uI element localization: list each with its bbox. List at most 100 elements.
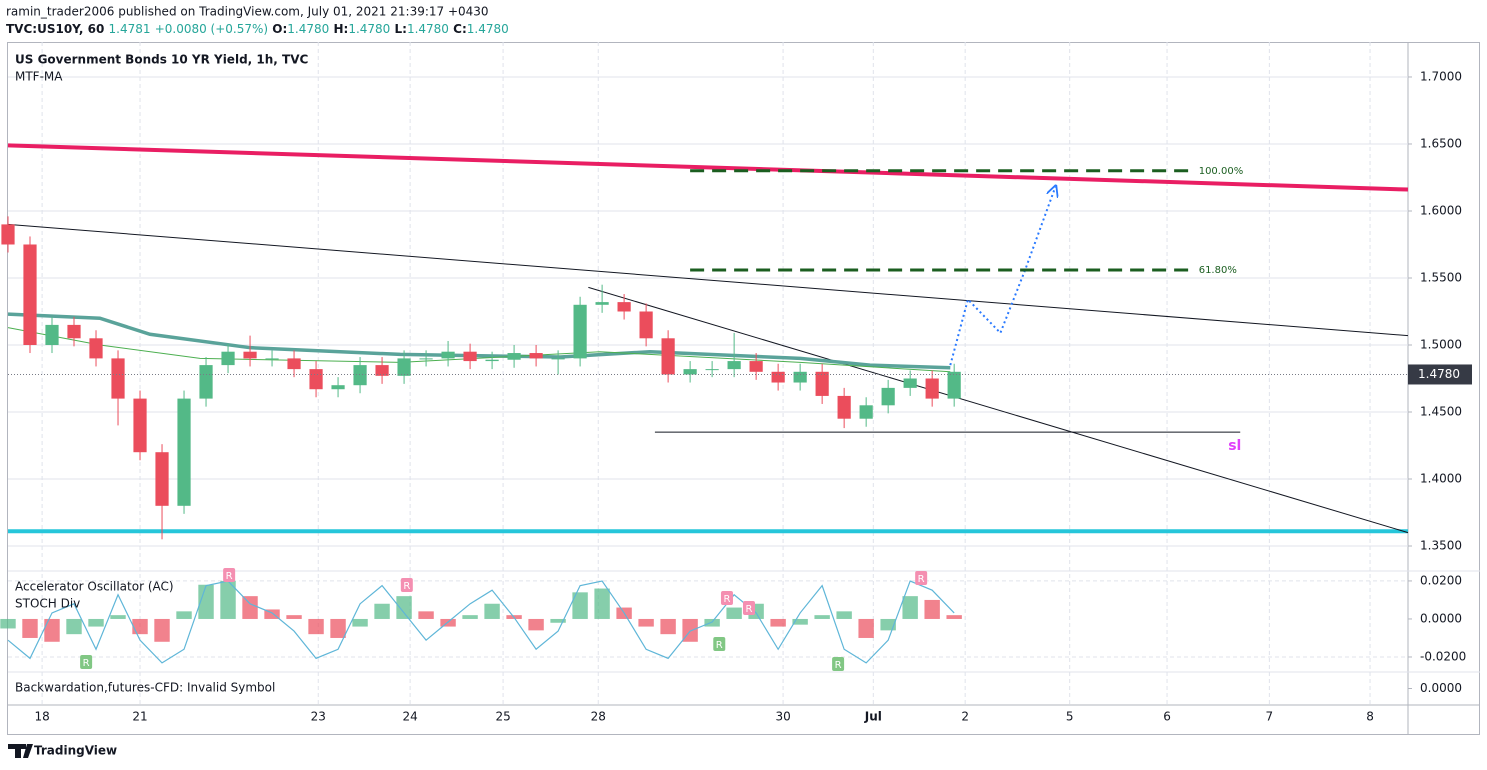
candle-body <box>309 369 323 390</box>
candle-body <box>353 365 367 386</box>
divergence-label: R <box>918 574 925 585</box>
divergence-label: R <box>226 571 233 582</box>
oscillator-bar <box>308 618 324 635</box>
oscillator-bar <box>330 618 346 638</box>
indicator-name: Backwardation,futures-CFD: Invalid Symbo… <box>15 681 275 695</box>
oscillator-bar <box>792 618 808 625</box>
candle-body <box>419 358 433 360</box>
candle-body <box>45 324 59 345</box>
x-tick-label: 23 <box>311 710 326 724</box>
oscillator-bar <box>154 618 170 642</box>
divergence-label: R <box>716 640 723 651</box>
candle-body <box>177 398 191 506</box>
candle-body <box>837 395 851 419</box>
oscillator-bar <box>902 596 918 619</box>
candle-body <box>793 371 807 383</box>
x-tick-label: 6 <box>1163 710 1171 724</box>
candle-body <box>265 358 279 360</box>
divergence-label: R <box>746 604 753 615</box>
x-tick-label: 2 <box>961 710 969 724</box>
y-tick-label: 1.7000 <box>1420 69 1462 83</box>
divergence-label: R <box>835 660 842 671</box>
candle-body <box>375 365 389 376</box>
y-tick-label: 1.6500 <box>1420 136 1462 150</box>
oscillator-bar <box>660 618 676 635</box>
candle-body <box>683 369 697 375</box>
oscillator-bar <box>220 580 236 619</box>
oscillator-bar <box>198 584 214 619</box>
candle-body <box>89 338 103 359</box>
change: +0.0080 (+0.57%) <box>155 22 268 36</box>
trend-line <box>7 223 1409 337</box>
oscillator-bar <box>110 615 126 619</box>
candle-body <box>529 353 543 359</box>
oscillator-bar <box>396 596 412 619</box>
oscillator-bar <box>462 615 478 619</box>
x-tick-label: 21 <box>132 710 147 724</box>
oscillator-bar <box>528 618 544 631</box>
divergence-badge <box>713 637 726 651</box>
price: 1.4781 <box>109 22 151 36</box>
candle-body <box>595 302 609 305</box>
y-tick-label: 1.4500 <box>1420 405 1462 419</box>
ohlc-key: L: <box>395 22 407 36</box>
candle-body <box>67 324 81 339</box>
fib-label: 100.00% <box>1199 166 1244 177</box>
candle-body <box>881 387 895 406</box>
candle-body <box>243 351 257 359</box>
x-tick-label: 30 <box>775 710 790 724</box>
oscillator-bar <box>924 599 940 619</box>
indicator-name: STOCH Div <box>15 597 80 611</box>
symbol-line: TVC:US10Y, 60 1.4781 +0.0080 (+0.57%) O:… <box>6 22 509 36</box>
y-tick-label: 1.3500 <box>1420 539 1462 553</box>
marks <box>0 143 1409 671</box>
footer-brand: TradingView <box>34 744 117 758</box>
oscillator-bar <box>572 592 588 619</box>
candle-body <box>485 359 499 362</box>
candle-body <box>947 371 961 399</box>
oscillator-bar <box>22 618 38 638</box>
ohlc-value: 1.4780 <box>287 22 329 36</box>
trend-line <box>949 187 1055 366</box>
candle-body <box>771 371 785 383</box>
oscillator-bar <box>44 618 60 642</box>
candle-body <box>705 369 719 371</box>
x-tick-label: 24 <box>402 710 417 724</box>
candle-body <box>111 358 125 399</box>
candle-body <box>859 405 873 419</box>
x-tick-label: 28 <box>591 710 606 724</box>
frame <box>7 42 1480 735</box>
oscillator-bar <box>352 618 368 627</box>
oscillator-bar <box>814 615 830 619</box>
oscillator-bar <box>880 618 896 631</box>
y-tick-label: 0.0200 <box>1420 573 1462 587</box>
divergence-label: R <box>83 658 90 669</box>
divergence-badge <box>742 601 755 615</box>
grid <box>8 42 1412 705</box>
candle-body <box>23 244 37 345</box>
trend-line <box>588 286 1409 534</box>
oscillator-bar <box>770 618 786 627</box>
candle-body <box>221 351 235 366</box>
oscillator-bar <box>550 618 566 623</box>
trend-line <box>7 143 1409 192</box>
oscillator-bar <box>594 588 610 619</box>
oscillator-bar <box>858 618 874 638</box>
candle-body <box>1 224 15 245</box>
candle-body <box>507 353 521 360</box>
candle-body <box>727 361 741 370</box>
oscillator-bar <box>176 611 192 619</box>
ohlc-value: 1.4780 <box>348 22 390 36</box>
x-tick-label: 5 <box>1066 710 1074 724</box>
divergence-label: R <box>724 594 731 605</box>
ohlc-key: H: <box>333 22 348 36</box>
divergence-badge <box>832 657 845 671</box>
divergence-badge <box>223 568 236 582</box>
oscillator-bar <box>242 596 258 619</box>
ohlc-value: 1.4780 <box>407 22 449 36</box>
last-price-label: 1.4780 <box>1418 367 1460 381</box>
candle-body <box>903 378 917 388</box>
ohlc-key: C: <box>453 22 467 36</box>
sl-label: sl <box>1228 438 1241 454</box>
